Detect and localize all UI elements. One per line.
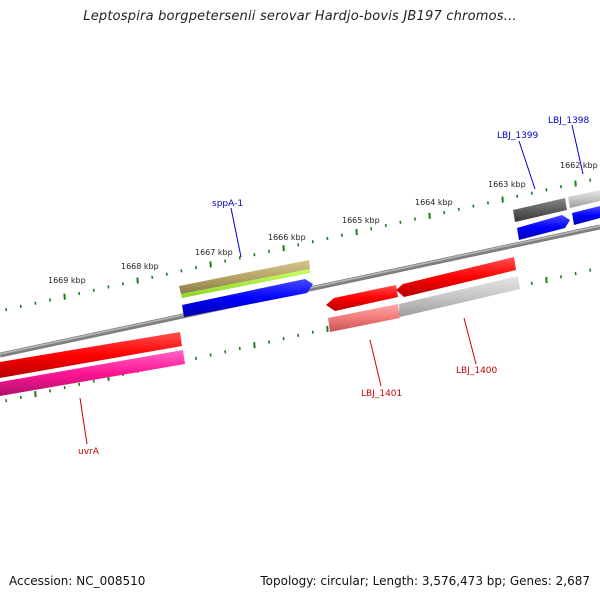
leader-LBJ_1399 [518, 140, 536, 190]
gene-label[interactable]: sppA-1 [212, 199, 243, 209]
gene-LBJ_1400-feature[interactable] [399, 276, 520, 317]
scale-tick-label: 1668 kbp [121, 262, 159, 271]
scale-tick-label: 1666 kbp [268, 233, 306, 242]
gene-label[interactable]: uvrA [78, 447, 100, 457]
scale-labels: 1662 kbp 1663 kbp 1664 kbp 1665 kbp 1666… [48, 161, 598, 285]
scale-tick-label: 1664 kbp [415, 198, 453, 207]
gene-uvrA-feature[interactable] [0, 350, 185, 396]
leader-LBJ_1401 [369, 339, 382, 387]
gene-LBJ_1401-cds[interactable] [326, 285, 398, 311]
gene-label[interactable]: LBJ_1401 [361, 389, 402, 399]
gene-label[interactable]: LBJ_1399 [497, 131, 539, 141]
leader-sppA-1 [230, 207, 242, 258]
scale-tick-label: 1662 kbp [560, 161, 598, 170]
gene-uvrA-cds[interactable] [0, 332, 182, 378]
gene-label[interactable]: LBJ_1398 [548, 116, 590, 126]
scale-tick-label: 1669 kbp [48, 276, 86, 285]
gene-LBJ_1398-cds[interactable] [572, 206, 600, 225]
gene-sppA-1-cds[interactable] [182, 279, 313, 317]
gene-LBJ_1398-feature[interactable] [568, 190, 600, 208]
gene-LBJ_1399-cds[interactable] [517, 215, 570, 240]
scale-tick-label: 1663 kbp [488, 180, 526, 189]
leader-uvrA [79, 397, 88, 445]
gene-sppA-1-subfeature[interactable] [181, 269, 310, 298]
gene-label[interactable]: LBJ_1400 [456, 366, 498, 376]
gene-LBJ_1400-cds[interactable] [396, 257, 516, 297]
gene-labels: LBJ_1398 LBJ_1399 sppA-1 LBJ_1400 LBJ_14… [78, 116, 590, 457]
accession-label: Accession: NC_008510 [9, 574, 146, 588]
scale-tick-label: 1667 kbp [195, 248, 233, 257]
label-leaders [79, 124, 584, 445]
genome-summary: Topology: circular; Length: 3,576,473 bp… [260, 574, 590, 588]
leader-LBJ_1400 [463, 317, 477, 365]
scale-tick-label: 1665 kbp [342, 216, 380, 225]
gene-LBJ_1399-feature[interactable] [513, 198, 567, 222]
leader-LBJ_1398 [571, 124, 584, 175]
map-title: Leptospira borgpetersenii serovar Hardjo… [83, 9, 517, 24]
outer-tick-ring [5, 178, 592, 312]
gene-sppA-1-feature[interactable] [179, 260, 310, 294]
gene-LBJ_1401-feature[interactable] [328, 304, 400, 332]
